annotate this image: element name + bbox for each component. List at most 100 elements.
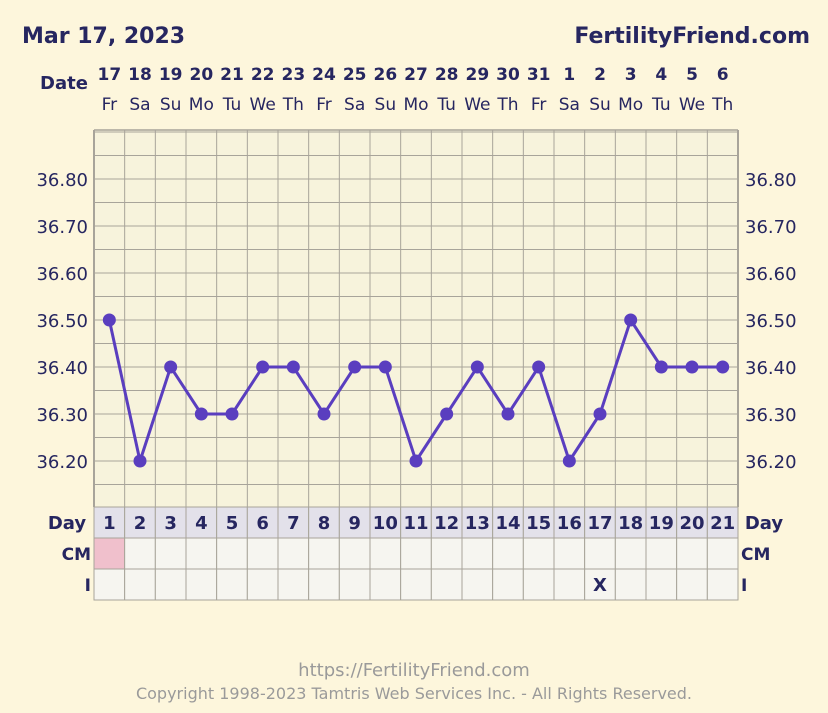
weekday-label: Tu (436, 95, 456, 115)
i-cell (246, 568, 279, 601)
weekday-label: Su (375, 95, 397, 115)
temperature-point (593, 407, 607, 421)
i-cell (430, 568, 463, 601)
date-label: 25 (343, 65, 367, 85)
i-cell (614, 568, 647, 601)
temperature-point (225, 407, 239, 421)
footer-copyright: Copyright 1998-2023 Tamtris Web Services… (135, 684, 693, 703)
cm-cell (216, 537, 248, 570)
cm-cell (645, 537, 678, 570)
cm-cell (308, 537, 340, 570)
y-tick-label-right: 36.60 (745, 264, 797, 285)
day-number: 17 (587, 513, 612, 534)
weekday-label: Th (496, 95, 518, 115)
temperature-point (562, 454, 576, 468)
date-label: 1 (563, 65, 575, 85)
y-tick-label-right: 36.70 (745, 217, 797, 238)
weekday-label: We (250, 95, 276, 115)
cm-cell (246, 537, 279, 570)
day-cell (216, 506, 248, 539)
cm-cell (369, 537, 402, 570)
i-cell (338, 568, 371, 601)
cm-label-right: CM (741, 545, 770, 565)
day-number: 4 (195, 513, 208, 534)
day-number: 13 (465, 513, 490, 534)
temperature-point (256, 360, 270, 374)
y-tick-label-left: 36.50 (36, 311, 88, 332)
date-label: 18 (128, 65, 152, 85)
day-cell (645, 506, 678, 539)
axis-labels: 36.80 36.80 36.70 36.70 36.60 36.60 36.50 36.50… (36, 65, 796, 473)
day-number: 2 (134, 513, 147, 534)
grid-background (94, 130, 738, 507)
cm-cell (706, 537, 739, 570)
date-label: 30 (496, 65, 520, 85)
i-cell (676, 568, 708, 601)
temperature-grid (93, 129, 739, 507)
temperature-point (624, 313, 638, 327)
date-label: 20 (189, 65, 213, 85)
day-number: 10 (373, 513, 398, 534)
day-number: 7 (287, 513, 300, 534)
weekday-label: Fr (316, 95, 332, 115)
footer-url[interactable]: https://FertilityFriend.com (298, 660, 530, 681)
i-cell (154, 568, 187, 601)
day-number: 9 (348, 513, 361, 534)
day-number: 5 (226, 513, 239, 534)
y-tick-label-left: 36.80 (36, 170, 88, 191)
y-tick-label-right: 36.50 (745, 311, 797, 332)
date-label: 26 (373, 65, 397, 85)
weekday-label: Fr (531, 95, 547, 115)
temperature-point (501, 407, 515, 421)
cm-cell (553, 537, 586, 570)
i-mark: X (593, 575, 607, 596)
date-label: 22 (251, 65, 275, 85)
weekday-label: Tu (222, 95, 242, 115)
cm-cell (400, 537, 432, 570)
cm-cell (676, 537, 708, 570)
date-label: 3 (625, 65, 637, 85)
cm-cell (461, 537, 494, 570)
cm-cell (522, 537, 555, 570)
day-number: 11 (403, 513, 428, 534)
weekday-label: Sa (344, 95, 365, 115)
cm-cell (614, 537, 647, 570)
day-cell (154, 506, 187, 539)
weekday-label: Su (160, 95, 182, 115)
weekday-label: Mo (403, 95, 428, 115)
day-number: 3 (164, 513, 177, 534)
temperature-point (685, 360, 699, 374)
temperature-point (440, 407, 454, 421)
date-label: 21 (220, 65, 244, 85)
y-tick-label-left: 36.60 (36, 264, 88, 285)
y-tick-label-left: 36.40 (36, 358, 88, 379)
i-cell (400, 568, 432, 601)
temperature-point (194, 407, 208, 421)
date-label: 24 (312, 65, 336, 85)
weekday-label: Sa (559, 95, 580, 115)
day-cell (492, 506, 524, 539)
cm-label-left: CM (62, 545, 91, 565)
date-label: 23 (281, 65, 305, 85)
temperature-point (133, 454, 147, 468)
i-cell (277, 568, 310, 601)
i-cell (124, 568, 156, 601)
temperature-series (102, 313, 730, 468)
day-cell (277, 506, 310, 539)
day-number: 6 (256, 513, 269, 534)
day-cell (706, 506, 739, 539)
day-number: 14 (495, 513, 520, 534)
day-cell (369, 506, 402, 539)
day-label-right: Day (745, 513, 784, 534)
i-cell (216, 568, 248, 601)
y-tick-label-left: 36.70 (36, 217, 88, 238)
day-number: 19 (649, 513, 674, 534)
date-label: 17 (97, 65, 121, 85)
day-cell (430, 506, 463, 539)
date-label: 19 (159, 65, 183, 85)
day-number: 8 (318, 513, 331, 534)
temperature-point (409, 454, 423, 468)
temperature-point (716, 360, 730, 374)
day-cell (93, 506, 126, 539)
